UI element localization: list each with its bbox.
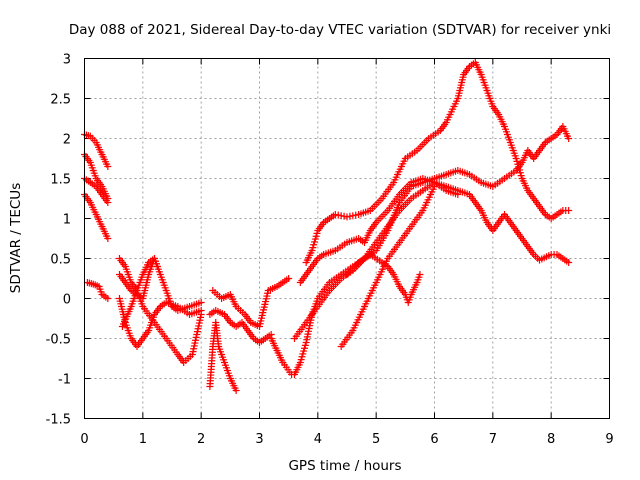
data-point	[454, 191, 462, 198]
chart-title: Day 088 of 2021, Sidereal Day-to-day VTE…	[69, 22, 611, 38]
x-tick-label: 6	[430, 432, 438, 447]
x-tick-label: 4	[314, 432, 322, 447]
data-point	[104, 295, 112, 302]
data-point	[565, 135, 573, 142]
y-tick-label: 2.5	[50, 93, 71, 108]
data-point	[285, 275, 293, 282]
series-track	[209, 275, 293, 330]
x-tick-labels: 0 1 2 3 4 5 6 7 8 9	[80, 432, 613, 447]
x-tick-label: 7	[489, 432, 497, 447]
y-tick-label: -0.5	[46, 333, 71, 348]
series-track	[296, 175, 462, 286]
data-point	[197, 299, 205, 306]
data-point	[416, 271, 424, 278]
y-tick-label: 1	[63, 213, 71, 228]
data-point	[197, 307, 205, 314]
data-point	[104, 199, 112, 206]
data-point	[232, 387, 240, 394]
series-track	[206, 319, 240, 394]
series-track	[291, 179, 573, 342]
y-axis-title: SDTVAR / TECUs	[8, 183, 24, 293]
grid-lines	[84, 58, 610, 419]
axis-ticks	[84, 58, 610, 419]
data-point	[104, 235, 112, 242]
y-tick-labels: -1.5 -1 -0.5 0 0.5 1 1.5 2 2.5 3	[46, 53, 71, 428]
series-track	[343, 251, 424, 306]
y-tick-label: -1.5	[46, 413, 71, 428]
series-track	[81, 131, 112, 170]
y-tick-label: -1	[58, 373, 71, 388]
x-tick-label: 1	[139, 432, 147, 447]
data-point	[431, 183, 438, 190]
y-tick-label: 0	[63, 293, 71, 308]
series-track	[118, 255, 161, 330]
x-tick-label: 0	[80, 432, 88, 447]
y-tick-label: 3	[63, 53, 71, 68]
series-track	[206, 307, 275, 346]
series-track	[302, 59, 573, 266]
data-point	[104, 163, 112, 170]
y-tick-label: 0.5	[50, 253, 71, 268]
x-tick-label: 2	[197, 432, 205, 447]
y-tick-label: 2	[63, 133, 71, 148]
data-point	[565, 207, 573, 214]
x-tick-label: 9	[605, 432, 613, 447]
series-track	[337, 183, 438, 350]
data-points	[81, 59, 573, 394]
x-axis-title: GPS time / hours	[288, 458, 401, 474]
x-tick-label: 8	[547, 432, 555, 447]
data-point	[565, 259, 573, 266]
series-track	[81, 191, 112, 242]
plot-frame	[84, 58, 610, 419]
x-tick-label: 5	[372, 432, 380, 447]
x-tick-label: 3	[255, 432, 263, 447]
series-track	[83, 279, 112, 302]
data-point	[153, 263, 161, 270]
y-tick-label: 1.5	[50, 173, 71, 188]
